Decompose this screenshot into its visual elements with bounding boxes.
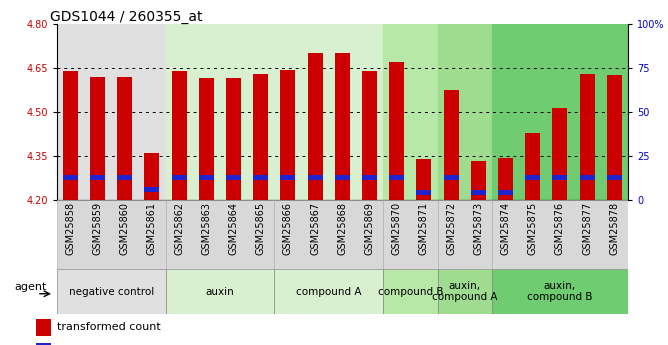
Bar [525, 175, 540, 180]
Bar [226, 78, 241, 200]
Bar [438, 200, 492, 269]
Text: negative control: negative control [69, 287, 154, 296]
Bar [438, 24, 492, 200]
Bar [389, 62, 404, 200]
Bar [253, 175, 269, 180]
Text: GSM25867: GSM25867 [310, 202, 320, 255]
Bar [118, 175, 132, 180]
Bar [498, 189, 513, 195]
Bar [308, 175, 323, 180]
Text: GSM25875: GSM25875 [528, 202, 538, 255]
Text: compound A: compound A [296, 287, 361, 296]
Text: GSM25864: GSM25864 [228, 202, 238, 255]
Bar [166, 269, 275, 314]
Bar [166, 24, 275, 200]
Bar [57, 200, 166, 269]
Bar [275, 269, 383, 314]
Bar [389, 175, 404, 180]
Text: GSM25860: GSM25860 [120, 202, 130, 255]
Text: GSM25862: GSM25862 [174, 202, 184, 255]
Bar [118, 77, 132, 200]
Bar [281, 70, 295, 200]
Text: agent: agent [14, 282, 47, 292]
Bar [580, 175, 595, 180]
Bar [308, 53, 323, 200]
Bar [253, 74, 269, 200]
Bar [63, 71, 78, 200]
Bar [226, 175, 241, 180]
Text: auxin,
compound B: auxin, compound B [527, 281, 593, 302]
Bar [166, 200, 275, 269]
Bar [383, 269, 438, 314]
Bar [444, 175, 459, 180]
Text: GSM25871: GSM25871 [419, 202, 429, 255]
Text: GSM25872: GSM25872 [446, 202, 456, 255]
Text: GSM25858: GSM25858 [65, 202, 75, 255]
Text: GSM25868: GSM25868 [337, 202, 347, 255]
Bar [492, 24, 628, 200]
Bar [172, 175, 186, 180]
Text: GSM25865: GSM25865 [256, 202, 266, 255]
Text: GDS1044 / 260355_at: GDS1044 / 260355_at [50, 10, 202, 24]
Text: GSM25876: GSM25876 [555, 202, 565, 255]
Bar [144, 187, 160, 192]
Bar [36, 343, 51, 345]
Text: GSM25877: GSM25877 [582, 202, 592, 255]
Text: GSM25870: GSM25870 [391, 202, 401, 255]
Bar [383, 200, 438, 269]
Bar [607, 175, 622, 180]
Bar [362, 71, 377, 200]
Text: transformed count: transformed count [57, 323, 161, 333]
Text: auxin: auxin [206, 287, 234, 296]
Bar [36, 319, 51, 336]
Bar [444, 90, 459, 200]
Text: GSM25869: GSM25869 [365, 202, 375, 255]
Bar [552, 175, 567, 180]
Bar [438, 269, 492, 314]
Bar [335, 53, 350, 200]
Bar [63, 175, 78, 180]
Text: GSM25873: GSM25873 [474, 202, 484, 255]
Bar [172, 71, 186, 200]
Bar [199, 175, 214, 180]
Bar [57, 269, 166, 314]
Bar [383, 24, 438, 200]
Text: GSM25874: GSM25874 [500, 202, 510, 255]
Text: auxin,
compound A: auxin, compound A [432, 281, 498, 302]
Bar [525, 133, 540, 200]
Bar [492, 200, 628, 269]
Text: GSM25861: GSM25861 [147, 202, 157, 255]
Bar [199, 78, 214, 200]
Text: GSM25878: GSM25878 [609, 202, 619, 255]
Bar [144, 153, 160, 200]
Bar [90, 175, 105, 180]
Bar [552, 108, 567, 200]
Bar [275, 200, 383, 269]
Bar [335, 175, 350, 180]
Bar [90, 77, 105, 200]
Bar [57, 24, 166, 200]
Text: GSM25866: GSM25866 [283, 202, 293, 255]
Bar [281, 175, 295, 180]
Bar [471, 189, 486, 195]
Bar [471, 160, 486, 200]
Bar [580, 74, 595, 200]
Bar [498, 158, 513, 200]
Bar [607, 76, 622, 200]
Text: GSM25863: GSM25863 [201, 202, 211, 255]
Bar [275, 24, 383, 200]
Text: compound B: compound B [377, 287, 443, 296]
Bar [492, 269, 628, 314]
Bar [416, 159, 432, 200]
Bar [416, 189, 432, 195]
Bar [362, 175, 377, 180]
Text: GSM25859: GSM25859 [93, 202, 103, 255]
